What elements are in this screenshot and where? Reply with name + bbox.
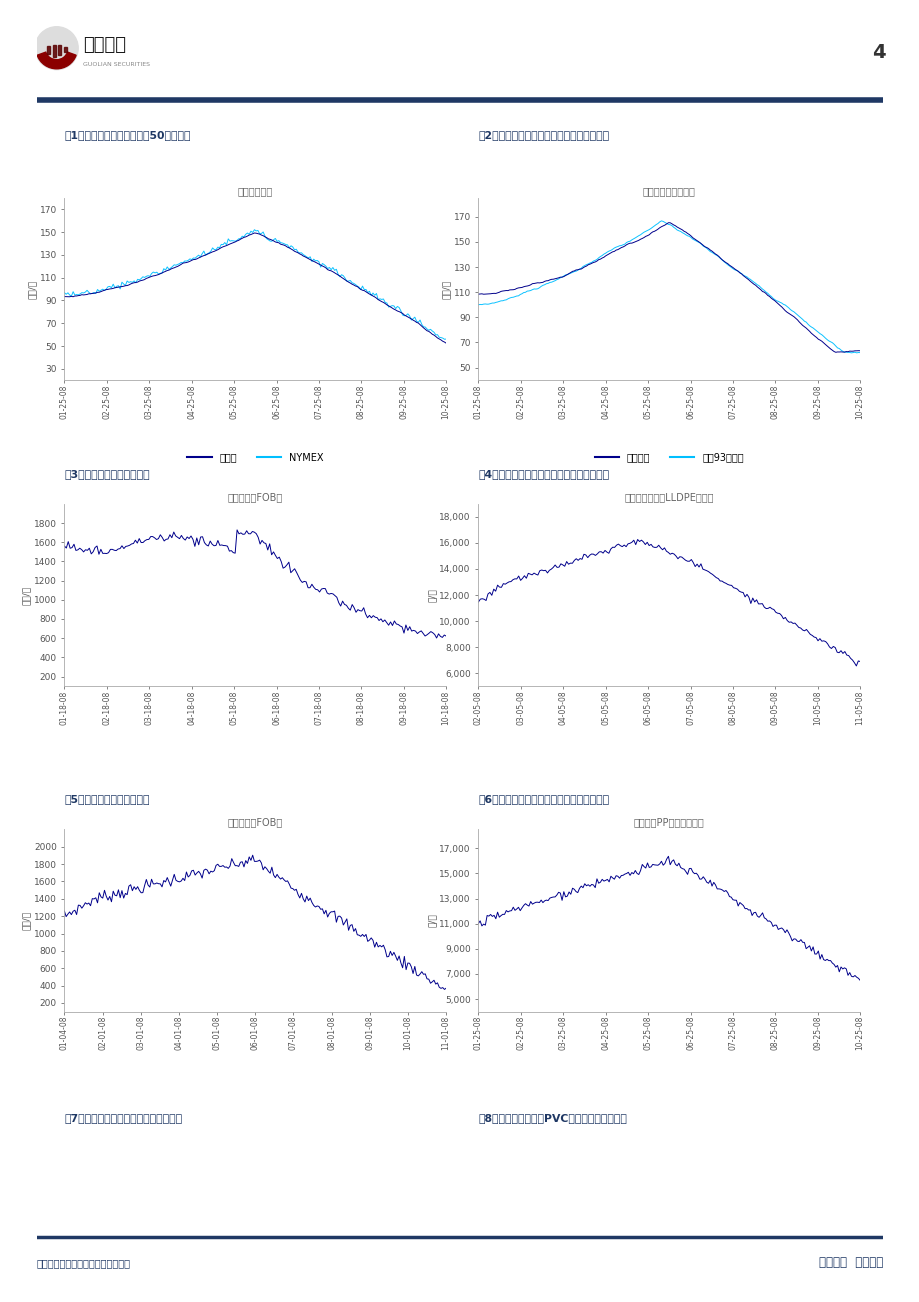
Y-axis label: 美元/吨: 美元/吨 — [22, 911, 31, 930]
Text: 发现价值  实现价值: 发现价值 实现价值 — [818, 1256, 882, 1269]
Y-axis label: 美元/吨: 美元/吨 — [22, 586, 31, 604]
Wedge shape — [37, 52, 76, 69]
Bar — [47, 46, 50, 55]
Text: 图5：国际丙烯价格继续反弹: 图5：国际丙烯价格继续反弹 — [64, 794, 150, 805]
Text: 4: 4 — [871, 43, 884, 61]
Title: 聚丙烯（PP）长三角价格: 聚丙烯（PP）长三角价格 — [633, 818, 704, 827]
Text: 国联证券: 国联证券 — [83, 36, 126, 53]
Text: GUOLIAN SECURITIES: GUOLIAN SECURITIES — [84, 62, 151, 68]
Text: 图1：国际原油价格本周跨硣50美元大关: 图1：国际原油价格本周跨硣50美元大关 — [64, 130, 191, 141]
Text: 图4：本周长三角线性聚乙烯上涨后继续回落: 图4：本周长三角线性聚乙烯上涨后继续回落 — [478, 469, 609, 479]
Y-axis label: 美元/桶: 美元/桶 — [441, 280, 450, 298]
Y-axis label: 元/吨: 元/吨 — [427, 589, 436, 602]
Text: 图7：本周长三角市场电石价格保持稳定: 图7：本周长三角市场电石价格保持稳定 — [64, 1113, 182, 1124]
Circle shape — [35, 27, 78, 69]
Legend: 布伦特, NYMEX: 布伦特, NYMEX — [184, 449, 326, 466]
Text: 图6：本周长三角吹塑聚丙烯上涨后继续回落: 图6：本周长三角吹塑聚丙烯上涨后继续回落 — [478, 794, 609, 805]
Bar — [52, 46, 55, 57]
Text: 请务必阅读正文之后的免责条款部分: 请务必阅读正文之后的免责条款部分 — [37, 1258, 130, 1268]
Text: 图3：国际乙烯价格开始企稳: 图3：国际乙烯价格开始企稳 — [64, 469, 150, 479]
Legend: 纽约柴油, 纽祩93号汽油: 纽约柴油, 纽祩93号汽油 — [590, 449, 747, 466]
Title: 国际柴油、汽油价格: 国际柴油、汽油价格 — [642, 186, 695, 195]
Title: 长三角聚乙烯（LLDPE）价格: 长三角聚乙烯（LLDPE）价格 — [624, 492, 713, 501]
Title: 丙烯（韩国FOB）: 丙烯（韩国FOB） — [227, 818, 283, 827]
Bar — [64, 47, 67, 52]
Title: 乙烯（韩国FOB）: 乙烯（韩国FOB） — [227, 492, 283, 501]
Text: 图2：国际柴油、汽油本周仍然在下跌趋势中: 图2：国际柴油、汽油本周仍然在下跌趋势中 — [478, 130, 609, 141]
Y-axis label: 美元/桶: 美元/桶 — [28, 280, 37, 298]
Text: 图8：本周长三角市场PVC价格反弹后继续下跌: 图8：本周长三角市场PVC价格反弹后继续下跌 — [478, 1113, 627, 1124]
Y-axis label: 元/吨: 元/吨 — [427, 914, 436, 927]
Title: 国际原油价格: 国际原油价格 — [237, 186, 273, 195]
Bar — [58, 46, 62, 56]
